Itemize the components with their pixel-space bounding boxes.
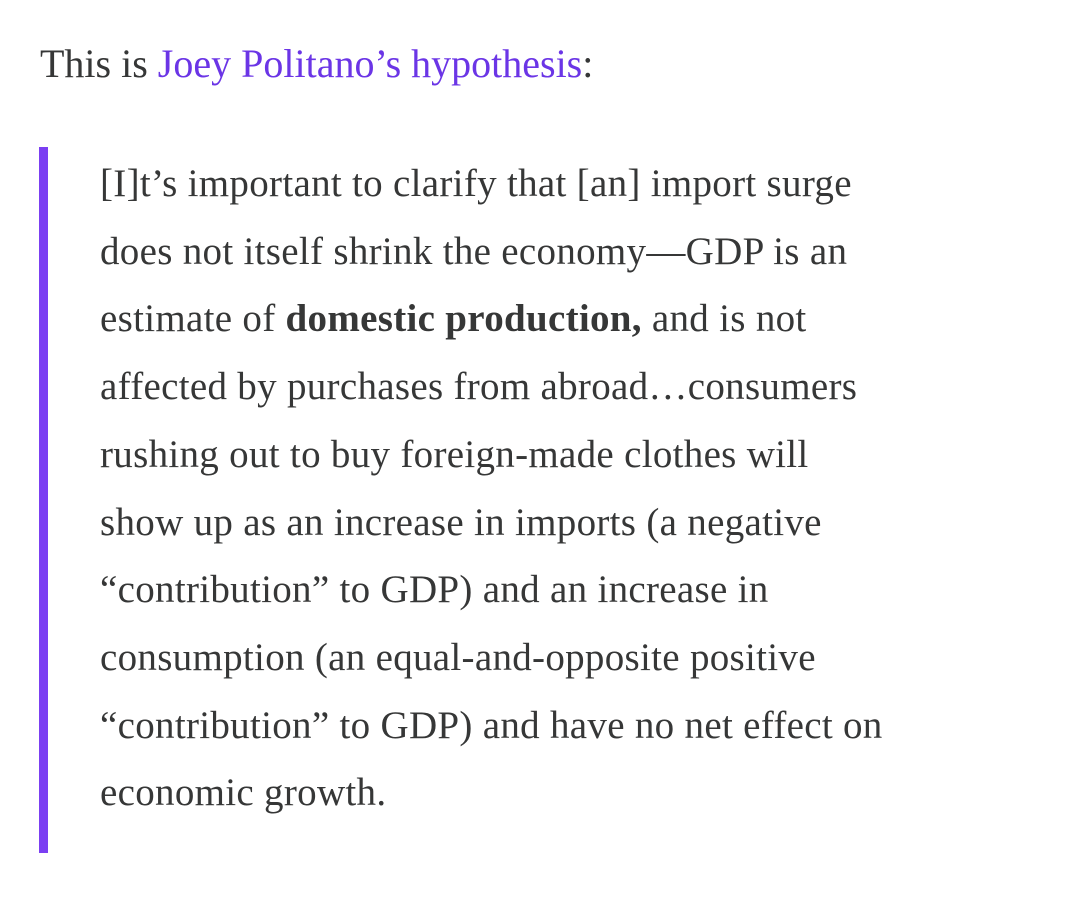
quote-line: does not itself shrink the economy—GDP i… <box>100 218 883 286</box>
quote-text: and is not <box>641 297 807 341</box>
quote-text: consumption (an equal-and-opposite posit… <box>100 635 816 679</box>
quote-text: economic growth. <box>100 771 387 815</box>
quote-text: “contribution” to GDP) and have no net e… <box>100 703 883 747</box>
quote-text: rushing out to buy foreign-made clothes … <box>100 432 809 476</box>
quote-text: does not itself shrink the economy—GDP i… <box>100 229 848 273</box>
quote-text: affected by purchases from abroad…consum… <box>100 365 858 409</box>
quote-text: “contribution” to GDP) and an increase i… <box>100 568 769 612</box>
quote-line: “contribution” to GDP) and have no net e… <box>100 692 883 760</box>
blockquote: [I]t’s important to clarify that [an] im… <box>100 150 883 827</box>
intro-text: : <box>582 41 594 86</box>
intro-text: This is <box>40 41 158 86</box>
quote-line: estimate of domestic production, and is … <box>100 285 883 353</box>
quote-line: show up as an increase in imports (a neg… <box>100 489 883 557</box>
quote-line: economic growth. <box>100 759 883 827</box>
quote-line: rushing out to buy foreign-made clothes … <box>100 421 883 489</box>
quote-line: consumption (an equal-and-opposite posit… <box>100 624 883 692</box>
link[interactable]: Joey Politano’s hypothesis <box>157 41 583 86</box>
quote-line: [I]t’s important to clarify that [an] im… <box>100 150 883 218</box>
bold-text: domestic production, <box>285 297 642 341</box>
intro: This is Joey Politano’s hypothesis: <box>40 36 593 92</box>
quote-text: estimate of <box>100 297 286 341</box>
quote-text: show up as an increase in imports (a neg… <box>100 500 822 544</box>
quote-line: affected by purchases from abroad…consum… <box>100 353 883 421</box>
quote-line: “contribution” to GDP) and an increase i… <box>100 556 883 624</box>
quote-text: [I]t’s important to clarify that [an] im… <box>100 162 852 205</box>
quote-bar <box>39 147 48 853</box>
